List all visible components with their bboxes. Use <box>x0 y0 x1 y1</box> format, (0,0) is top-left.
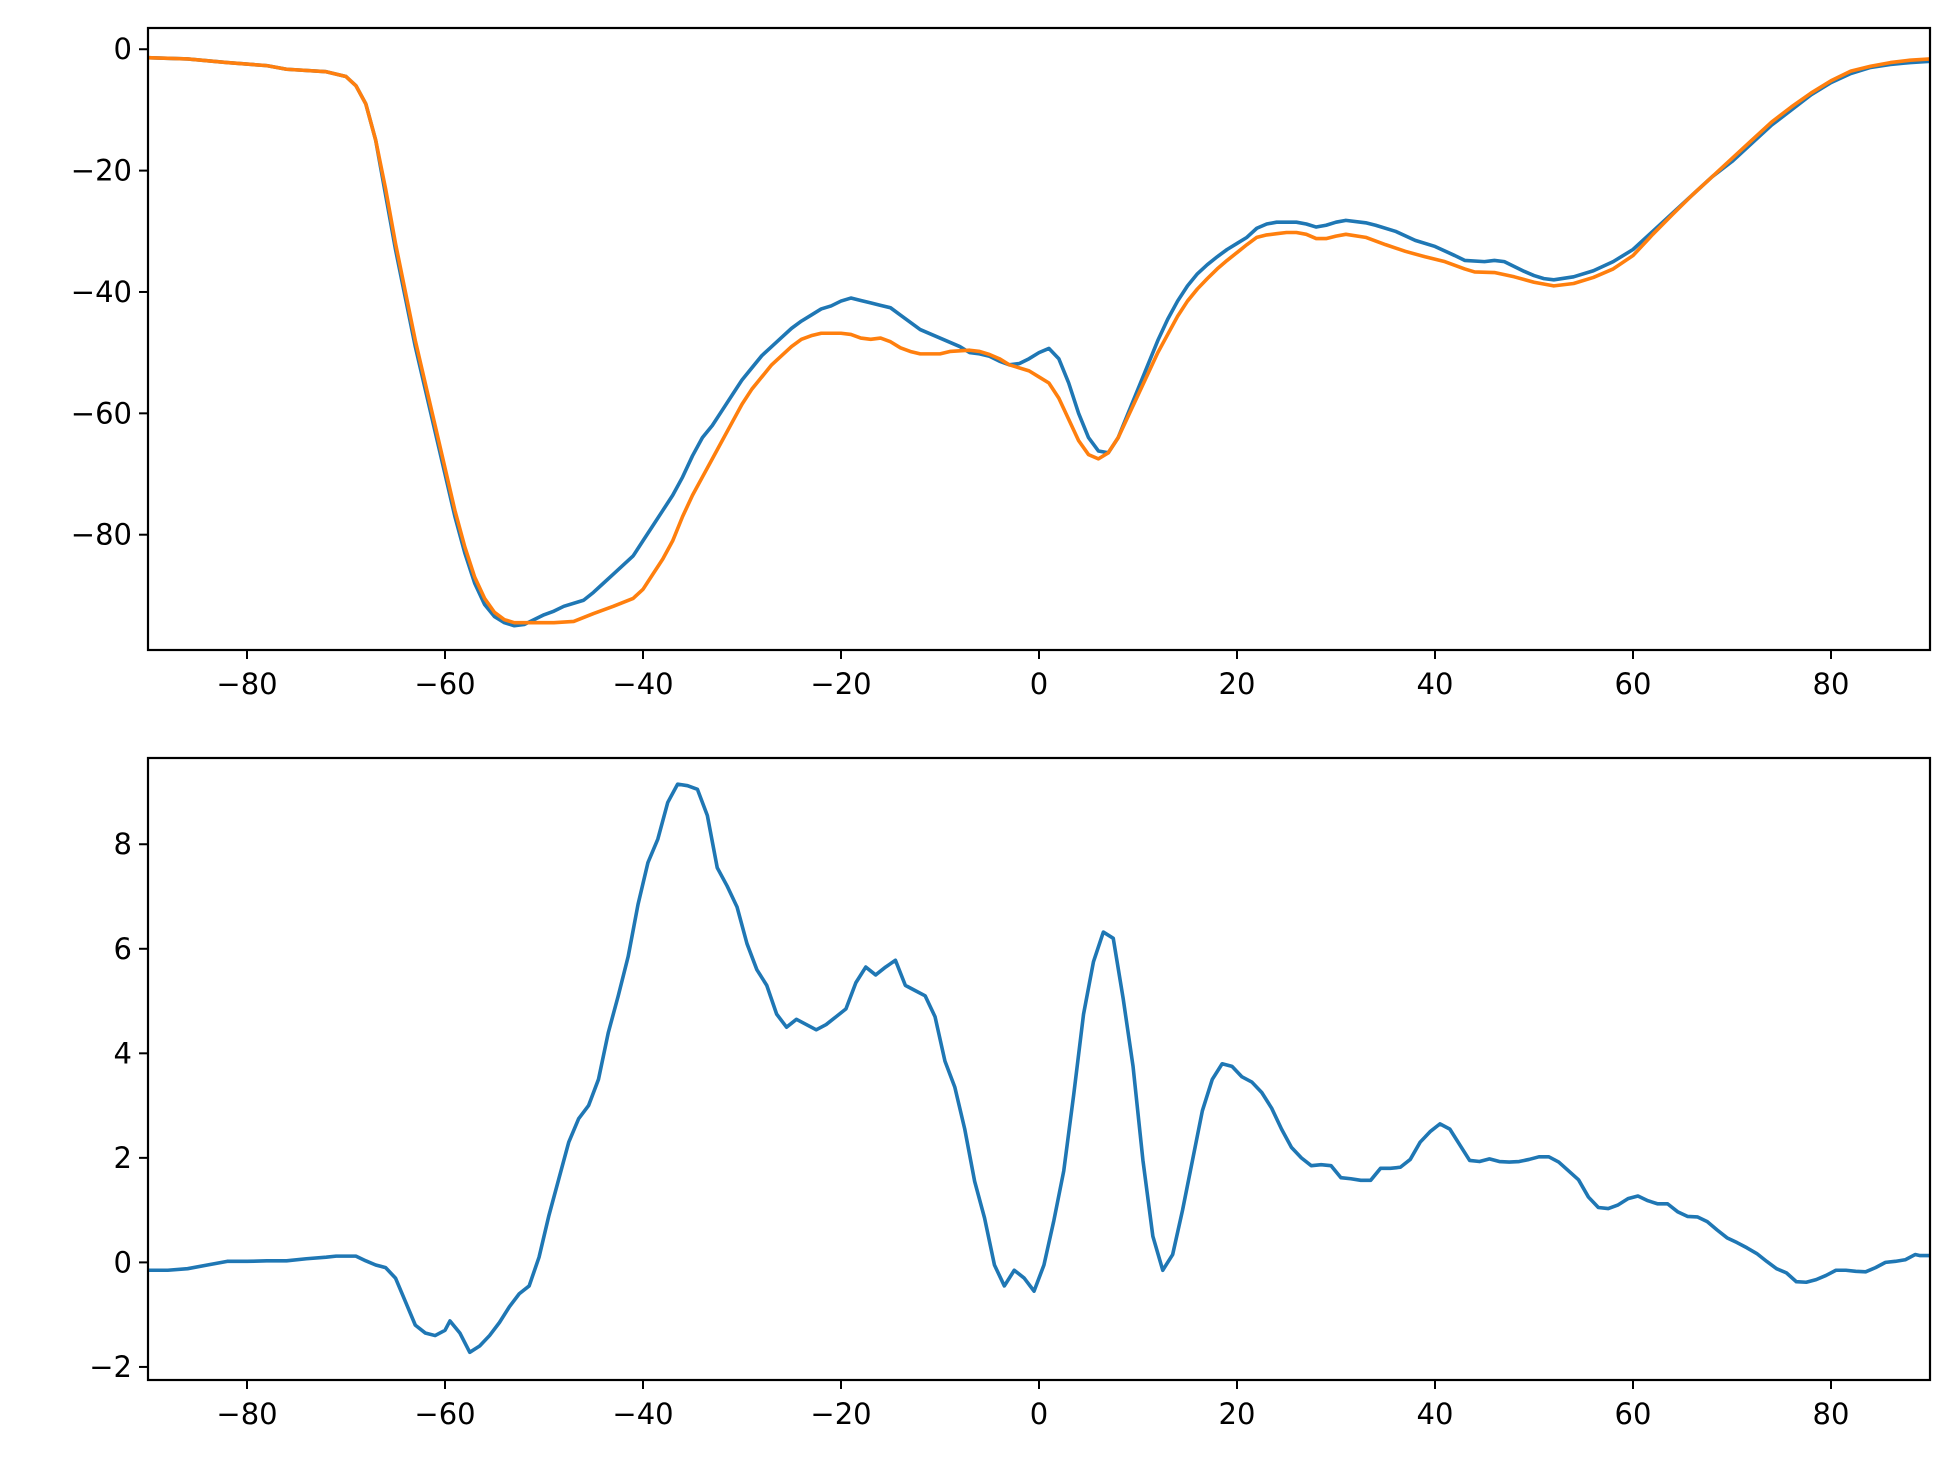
x-tick-label: 40 <box>1417 667 1454 701</box>
series-line-1 <box>148 782 1930 1355</box>
y-tick-label: 0 <box>114 1245 132 1279</box>
x-tick-label: 80 <box>1813 667 1850 701</box>
x-tick-label: −40 <box>612 1397 673 1431</box>
y-tick-label: −40 <box>71 275 132 309</box>
y-tick-label: −20 <box>71 154 132 188</box>
x-tick-label: −80 <box>216 667 277 701</box>
y-tick-label: −80 <box>71 518 132 552</box>
x-tick-label: 60 <box>1615 667 1652 701</box>
x-tick-label: 20 <box>1219 667 1256 701</box>
y-tick-label: −2 <box>89 1350 132 1384</box>
x-tick-label: −20 <box>810 1397 871 1431</box>
x-tick-label: 80 <box>1813 1397 1850 1431</box>
y-tick-label: 2 <box>114 1141 132 1175</box>
x-tick-label: 0 <box>1030 1397 1048 1431</box>
y-tick-label: 0 <box>114 32 132 66</box>
x-tick-label: 0 <box>1030 667 1048 701</box>
series-line-2 <box>148 55 1930 625</box>
x-tick-label: −20 <box>810 667 871 701</box>
x-tick-label: −40 <box>612 667 673 701</box>
x-tick-label: 20 <box>1219 1397 1256 1431</box>
y-tick-label: 6 <box>114 932 132 966</box>
axes-frame <box>146 26 1932 652</box>
x-tick-label: −60 <box>414 1397 475 1431</box>
x-tick-label: −60 <box>414 667 475 701</box>
axes-frame <box>146 756 1932 1382</box>
x-tick-label: −80 <box>216 1397 277 1431</box>
y-tick-label: −60 <box>71 396 132 430</box>
top-line-chart: −80 −60 −40 −20 0 20 40 60 80 0 −20 −40 −60 −80 <box>71 26 1932 701</box>
y-tick-label: 4 <box>114 1036 132 1070</box>
x-tick-label: 40 <box>1417 1397 1454 1431</box>
y-tick-label: 8 <box>114 827 132 861</box>
x-tick-label: 60 <box>1615 1397 1652 1431</box>
series-line-1 <box>148 55 1930 628</box>
